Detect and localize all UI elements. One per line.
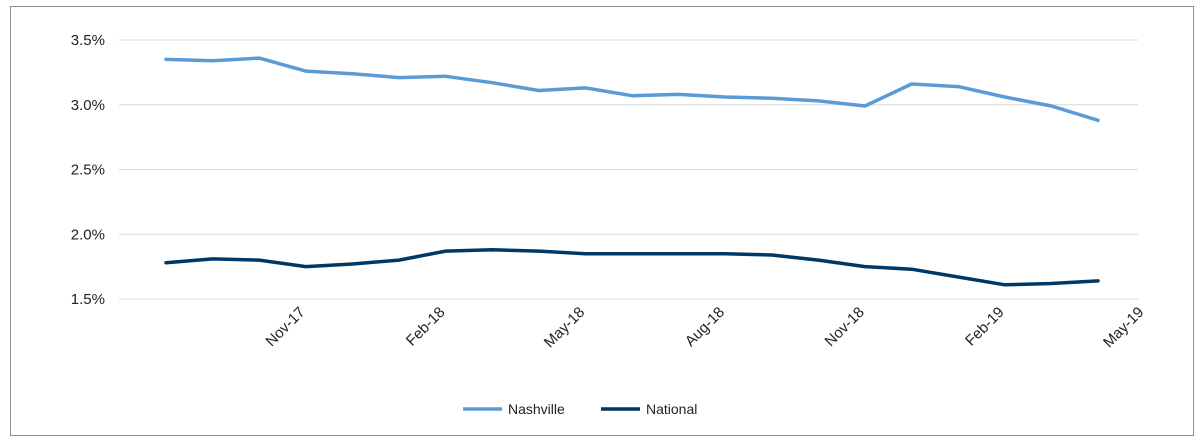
series-line-nashville	[164, 56, 1100, 123]
x-tick-label: Aug-18	[682, 304, 728, 350]
x-tick-label: May-18	[541, 304, 588, 351]
x-tick-label: Feb-19	[962, 304, 1008, 350]
chart-frame: 1.5% 2.0% 2.5% 3.0% 3.5% Nov-17 Feb-18 May-18 A…	[10, 6, 1194, 436]
y-tick-label: 3.0%	[71, 97, 105, 114]
legend: Nashville National	[463, 401, 697, 417]
x-tick-label: Nov-17	[262, 304, 308, 350]
x-tick-label: Feb-18	[403, 304, 449, 350]
legend-label-nashville: Nashville	[508, 401, 565, 417]
x-tick-label: Nov-18	[822, 304, 868, 350]
line-chart: 1.5% 2.0% 2.5% 3.0% 3.5% Nov-17 Feb-18 May-18 A…	[71, 32, 1148, 417]
y-axis-ticks: 1.5% 2.0% 2.5% 3.0% 3.5%	[71, 32, 105, 308]
series-lines	[164, 56, 1100, 287]
gridlines	[119, 39, 1138, 300]
y-tick-label: 1.5%	[71, 291, 105, 308]
x-tick-label: May-19	[1100, 304, 1147, 351]
series-line-national	[164, 248, 1100, 287]
y-tick-label: 3.5%	[71, 32, 105, 49]
y-tick-label: 2.0%	[71, 226, 105, 243]
legend-label-national: National	[646, 401, 697, 417]
y-tick-label: 2.5%	[71, 162, 105, 179]
x-axis-ticks: Nov-17 Feb-18 May-18 Aug-18 Nov-18 Feb-19 May-…	[262, 304, 1147, 351]
